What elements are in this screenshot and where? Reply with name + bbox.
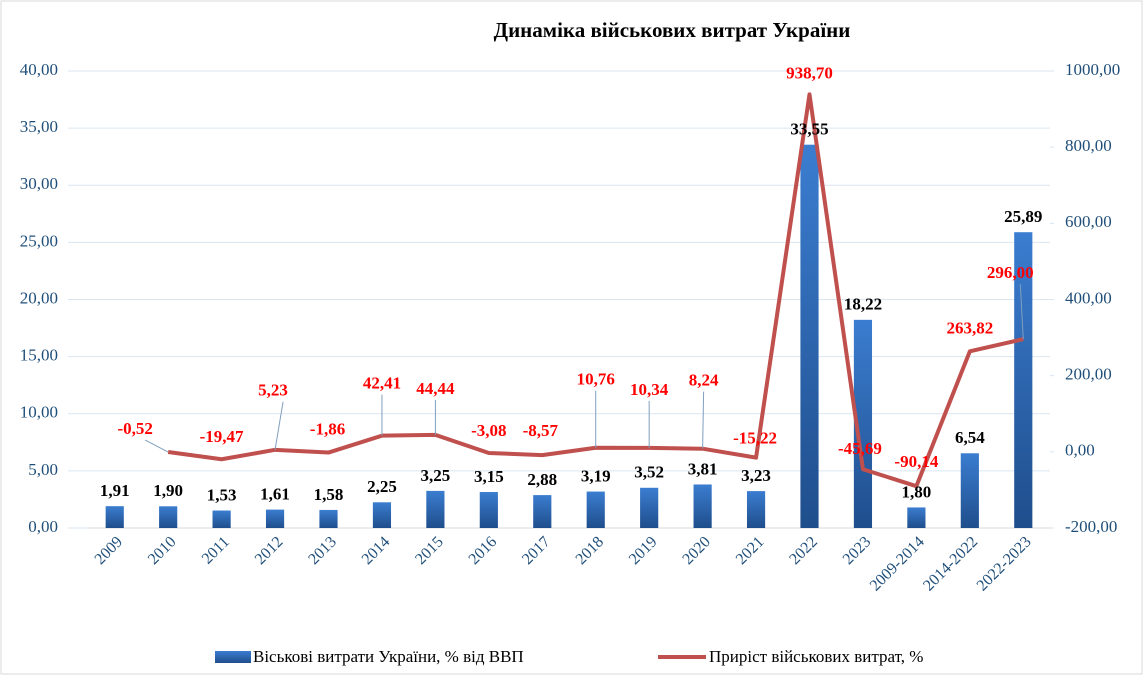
bar — [212, 510, 231, 528]
line-label: 8,24 — [689, 371, 719, 390]
bar-label: 1,80 — [902, 482, 932, 501]
line-label: -15,22 — [733, 429, 777, 448]
y-tick-label: 20,00 — [20, 288, 58, 307]
bar-label: 3,25 — [421, 466, 451, 485]
y-tick-label: 30,00 — [20, 174, 58, 193]
line-label: 296,00 — [987, 263, 1034, 282]
line-label: 5,23 — [258, 381, 288, 400]
line-label: -1,86 — [310, 419, 345, 438]
legend-swatch — [215, 651, 251, 663]
bar — [960, 453, 979, 528]
line-label: -3,08 — [471, 421, 506, 440]
bar — [105, 506, 124, 528]
bar-label: 33,55 — [790, 120, 828, 139]
line-label: 263,82 — [946, 318, 993, 337]
line-label: -45,69 — [838, 439, 882, 458]
bar-label: 3,23 — [741, 466, 771, 485]
bar-label: 2,25 — [367, 477, 397, 496]
y-tick-label: 5,00 — [28, 460, 58, 479]
bar — [1014, 232, 1033, 528]
y2-tick-label: 600,00 — [1065, 212, 1112, 231]
bar-label: 6,54 — [955, 428, 985, 447]
y2-tick-label: 0,00 — [1065, 441, 1095, 460]
y-tick-label: 10,00 — [20, 403, 58, 422]
bar-label: 3,19 — [581, 466, 611, 485]
bar-label: 1,90 — [153, 481, 183, 500]
legend-label: Приріст військових витрат, % — [709, 647, 923, 666]
leader-line — [144, 439, 169, 453]
bar — [853, 319, 873, 528]
chart-title: Динаміка військових витрат України — [494, 18, 851, 42]
bar — [319, 509, 338, 528]
y-tick-label: 25,00 — [20, 231, 58, 250]
line-label: -90,14 — [894, 452, 938, 471]
bar-label: 3,52 — [634, 463, 664, 482]
bar-label: 18,22 — [844, 295, 882, 314]
y2-tick-label: 1000,00 — [1065, 60, 1120, 79]
line-label: 10,76 — [577, 370, 615, 389]
leader-line — [702, 391, 705, 449]
y-tick-label: 35,00 — [20, 117, 58, 136]
legend-label: Віськові витрати України, % від ВВП — [253, 647, 524, 666]
leader-line — [274, 401, 284, 450]
line-label: 42,41 — [363, 374, 401, 393]
bar — [640, 487, 659, 528]
bar — [265, 509, 285, 528]
line — [167, 92, 1024, 489]
bar — [800, 144, 819, 528]
bar-label: 25,89 — [1004, 207, 1042, 226]
y2-tick-label: 200,00 — [1065, 365, 1112, 384]
bar — [746, 491, 766, 528]
bar — [693, 484, 712, 528]
line-label: -19,47 — [200, 427, 244, 446]
line-label: 44,44 — [416, 379, 455, 398]
leader-line — [1019, 284, 1024, 340]
bar-label: 1,91 — [100, 481, 130, 500]
y2-tick-label: 800,00 — [1065, 136, 1112, 155]
line-label: 10,34 — [630, 380, 669, 399]
bar — [159, 506, 178, 528]
bar-label: 1,58 — [314, 485, 344, 504]
bars — [105, 144, 1033, 528]
bar — [372, 502, 392, 528]
labels: 1,91 1,90 1,53 1,61 1,58 2,25 3,25 3,15 2,88 3,19… — [100, 63, 1043, 504]
bar — [533, 495, 552, 528]
bar — [586, 491, 605, 528]
line-label: 938,70 — [786, 63, 833, 82]
y2-tick-label: -200,00 — [1065, 517, 1117, 536]
bar-label: 1,61 — [260, 485, 290, 504]
y2-tick-label: 400,00 — [1065, 288, 1112, 307]
bar-label: 3,81 — [688, 459, 718, 478]
y-tick-label: 40,00 — [20, 60, 58, 79]
bar-label: 2,88 — [527, 470, 557, 489]
bar — [907, 507, 926, 528]
y-tick-label: 15,00 — [20, 346, 58, 365]
line-label: -8,57 — [523, 421, 559, 440]
bar-label: 1,53 — [207, 485, 237, 504]
y-tick-label: 0,00 — [28, 517, 58, 536]
line-label: -0,52 — [117, 419, 152, 438]
bar — [426, 490, 445, 528]
line-layer — [144, 92, 1024, 489]
bar — [479, 492, 498, 528]
bar-label: 3,15 — [474, 467, 504, 486]
